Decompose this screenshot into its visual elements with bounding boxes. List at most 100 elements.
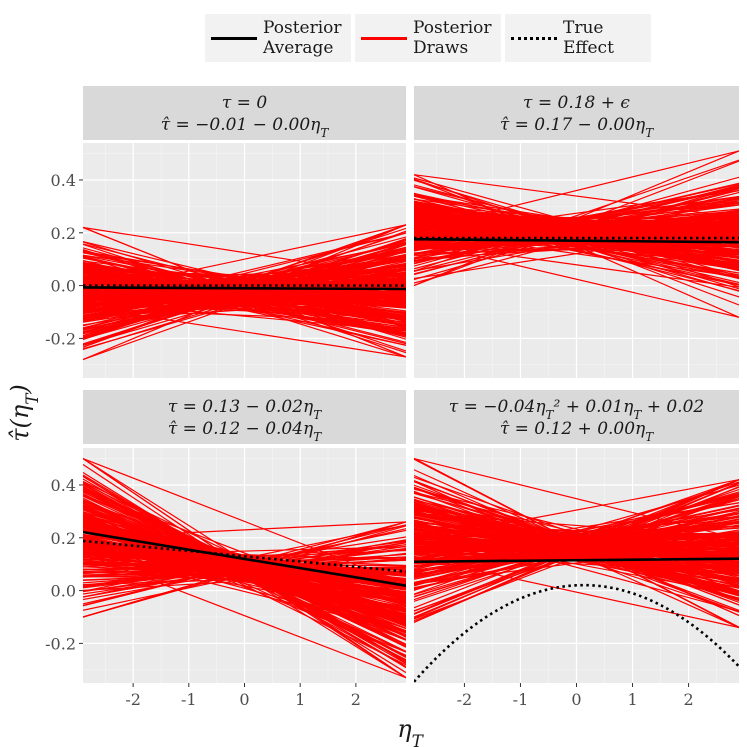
legend-label: Posterior Draws <box>413 18 492 58</box>
panel-title: τ = 0.13 − 0.02ηT <box>168 397 322 422</box>
posterior-draw-line <box>83 562 406 600</box>
panel-subtitle: τ̂ = −0.01 − 0.00ηT <box>161 115 330 140</box>
legend-label: True Effect <box>563 18 614 58</box>
posterior-average-line <box>414 557 739 564</box>
panel-2: τ = 0.18 + ϵτ̂ = 0.17 − 0.00ηT <box>414 86 739 378</box>
posterior-average-line <box>83 530 406 587</box>
posterior-draw-line <box>414 240 739 318</box>
y-axis-title: τ̂(ηT) <box>6 384 42 442</box>
y-tick-label: 0.0 <box>51 277 76 296</box>
panel-strip <box>83 390 406 444</box>
posterior-draw-line <box>83 521 406 620</box>
posterior-draw-line <box>414 200 739 241</box>
posterior-draw-line <box>414 476 739 592</box>
posterior-draw-line <box>83 257 406 311</box>
posterior-draw-line <box>83 224 406 361</box>
legend: Posterior Average Posterior Draws True E… <box>205 14 655 62</box>
panel-title: τ = 0 <box>222 93 267 113</box>
posterior-draw-line <box>414 535 739 548</box>
posterior-draw-line <box>83 224 406 295</box>
posterior-draw-line <box>414 522 739 612</box>
x-tick-label: 1 <box>627 690 637 709</box>
panel-title: τ = −0.04ηT² + 0.01ηT + 0.02 <box>449 397 704 422</box>
posterior-draw-line <box>414 209 739 243</box>
legend-item-true-effect: True Effect <box>505 14 651 62</box>
y-tick-label: 0.4 <box>51 171 76 190</box>
posterior-draw-line <box>414 535 739 555</box>
posterior-average-line <box>83 286 406 291</box>
x-tick-label: -2 <box>125 690 141 709</box>
posterior-draw-line <box>83 546 406 601</box>
y-tick-label: -0.2 <box>45 634 76 653</box>
legend-item-posterior-average: Posterior Average <box>205 14 351 62</box>
y-tick-label: 0.0 <box>51 582 76 601</box>
panel-4: τ = −0.04ηT² + 0.01ηT + 0.02τ̂ = 0.12 + … <box>414 390 739 709</box>
posterior-draw-line <box>83 241 406 319</box>
posterior-draw-line <box>414 522 739 576</box>
y-tick-label: 0.2 <box>51 224 76 243</box>
posterior-draw-line <box>83 296 406 303</box>
posterior-draw-line <box>83 541 406 611</box>
posterior-draw-line <box>83 521 406 653</box>
x-axis-title: ηT <box>397 715 424 747</box>
posterior-draw-line <box>83 224 406 339</box>
posterior-average-line <box>414 237 739 244</box>
posterior-draw-line <box>83 521 406 539</box>
panel-1: τ = 0τ̂ = −0.01 − 0.00ηT -0.2 0.0 0.2 0.4 <box>45 86 406 378</box>
x-tick-label: -1 <box>181 690 197 709</box>
posterior-draws <box>83 458 406 679</box>
legend-key-dotted-black <box>505 14 563 62</box>
posterior-draw-line <box>83 521 406 618</box>
legend-label: Posterior Average <box>263 18 342 58</box>
posterior-draw-line <box>83 290 406 300</box>
x-tick-label: 1 <box>295 690 305 709</box>
posterior-draw-line <box>414 160 739 287</box>
panel-title: τ = 0.18 + ϵ <box>523 93 630 113</box>
posterior-draw-line <box>83 556 406 571</box>
posterior-draw-line <box>83 458 406 679</box>
posterior-draw-line <box>83 458 406 585</box>
posterior-draw-line <box>414 553 739 574</box>
y-tick-label: 0.4 <box>51 476 76 495</box>
posterior-draw-line <box>414 150 739 287</box>
x-tick-label: 2 <box>683 690 693 709</box>
panel-strip <box>414 390 739 444</box>
posterior-draw-line <box>83 306 406 358</box>
posterior-draw-line <box>414 479 739 623</box>
posterior-draw-line <box>414 159 739 272</box>
posterior-draw-line <box>414 183 739 259</box>
posterior-draw-line <box>83 489 406 662</box>
posterior-draw-line <box>414 496 739 598</box>
x-tick-label: -1 <box>513 690 529 709</box>
legend-key-solid-black <box>205 14 263 62</box>
posterior-draw-line <box>83 270 406 279</box>
posterior-draw-line <box>83 501 406 653</box>
posterior-draw-line <box>83 517 406 641</box>
posterior-draw-line <box>414 479 739 542</box>
x-tick-label: 2 <box>351 690 361 709</box>
posterior-draw-line <box>83 226 406 279</box>
posterior-draw-line <box>83 544 406 633</box>
posterior-draw-line <box>83 505 406 666</box>
posterior-draw-line <box>414 223 739 234</box>
posterior-draw-line <box>414 150 739 231</box>
legend-item-posterior-draws: Posterior Draws <box>355 14 501 62</box>
posterior-draws <box>83 224 406 361</box>
posterior-draw-line <box>414 206 739 284</box>
posterior-draw-line <box>83 261 406 345</box>
panel-subtitle: τ̂ = 0.12 + 0.00ηT <box>500 419 654 444</box>
posterior-draw-line <box>414 174 739 219</box>
posterior-draw-line <box>83 276 406 306</box>
y-tick-label: -0.2 <box>45 329 76 348</box>
posterior-draws <box>414 457 739 683</box>
posterior-draw-line <box>414 174 739 318</box>
posterior-draw-line <box>83 534 406 595</box>
posterior-draw-line <box>414 521 739 556</box>
posterior-draw-line <box>83 553 406 679</box>
posterior-draw-line <box>83 282 406 298</box>
posterior-draw-line <box>414 458 739 629</box>
posterior-draw-line <box>414 208 739 240</box>
posterior-draw-line <box>83 268 406 326</box>
